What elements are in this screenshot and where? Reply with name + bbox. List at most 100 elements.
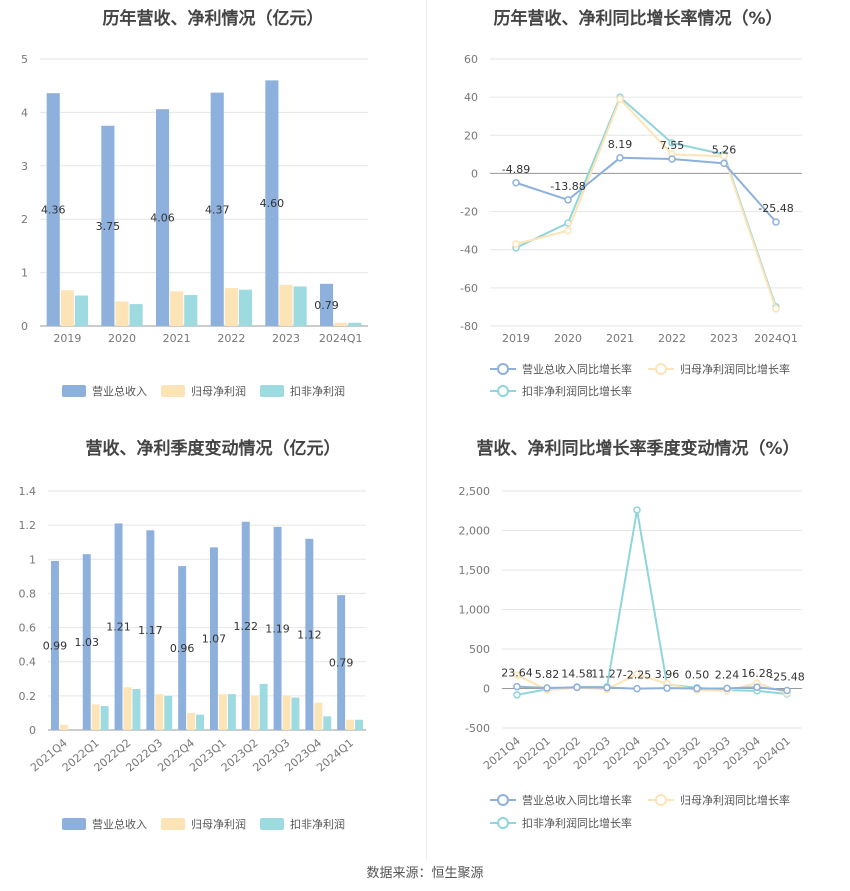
point-0-2021 <box>616 154 624 162</box>
legend-revenue-growth-q: 营业总收入同比增长率 <box>522 794 632 807</box>
bar-2-2020 <box>129 304 143 326</box>
quarter-line-legend-row1: 营业总收入同比增长率 归母净利润同比增长率 <box>490 792 790 808</box>
bar-value-label: 1.19 <box>265 622 290 635</box>
point-1-2021 <box>616 95 624 103</box>
point-1-2020 <box>564 226 572 235</box>
y-tick-label: -500 <box>465 722 490 735</box>
bar-2-2024Q1 <box>355 719 364 730</box>
quarter-line-title: 营收、净利同比增长率季度变动情况（%） <box>476 439 800 459</box>
quarter-revenue-profit-panel: 营收、净利季度变动情况（亿元） 0 0.2 0.4 0.6 0.8 1 1.2 1.4 2021… <box>0 430 426 850</box>
bar-1-2023Q2 <box>250 695 259 730</box>
x-tick-label: 2022 <box>658 332 686 345</box>
bar-1-2022Q1 <box>91 704 100 730</box>
bar-1-2023 <box>279 284 293 326</box>
bar-1-2024Q1 <box>334 322 348 326</box>
bar-0-2022Q4 <box>178 566 187 730</box>
legend-parent-growth: 归母净利润同比增长率 <box>680 363 790 376</box>
bar-2-2023 <box>293 286 307 326</box>
annual-line-chart: -80 -60 -40 -20 0 20 40 60 2019 2020 2021 2022 2023 2… <box>460 53 802 345</box>
point-0-2019 <box>512 179 520 187</box>
legend-swatch-parent-profit <box>161 385 185 397</box>
point-1-2022Q4 <box>633 670 641 679</box>
annual-revenue-profit-panel: 历年营收、净利情况（亿元） 0 1 2 3 4 5 2019 2020 2021 2022 2023… <box>0 0 426 420</box>
y-tick-label: 60 <box>464 53 478 66</box>
bar-value-label: 1.03 <box>75 636 100 649</box>
bar-2-2023Q2 <box>259 683 268 730</box>
bar-value-label: 1.07 <box>202 633 227 646</box>
x-tick-label: 2022 <box>217 332 245 345</box>
point-0-2024Q1 <box>772 218 780 226</box>
point-0-2024Q1 <box>783 686 791 695</box>
legend-revenue-q: 营业总收入 <box>92 818 147 831</box>
x-tick-label: 2021 <box>163 332 191 345</box>
bar-1-2021Q4 <box>59 724 68 730</box>
quarter-line-chart: -50005001,0001,5002,0002,5002021Q42022Q1… <box>459 485 805 772</box>
bar-1-2023Q4 <box>314 702 323 730</box>
bar-value-label: 0.96 <box>170 642 195 655</box>
y-tick-label: 2,000 <box>459 525 491 538</box>
point-value-label: 23.64 <box>501 667 533 680</box>
y-tick-label: 0.6 <box>19 622 37 635</box>
bar-1-2023Q3 <box>282 695 291 730</box>
bar-2-2021 <box>184 295 198 326</box>
x-tick-label: 2021 <box>606 332 634 345</box>
series-line-0 <box>515 156 777 223</box>
legend-deducted-growth: 扣非净利润同比增长率 <box>522 385 632 398</box>
bar-2-2023Q1 <box>227 694 236 730</box>
y-tick-label: 1,000 <box>459 604 491 617</box>
legend-deducted-profit: 扣非净利润 <box>290 385 345 398</box>
point-value-label: 7.55 <box>660 139 685 152</box>
bar-0-2023Q4 <box>305 538 314 730</box>
legend-swatch-revenue-q <box>62 818 86 830</box>
point-value-label: -25.48 <box>758 202 793 215</box>
quarter-bar-title: 营收、净利季度变动情况（亿元） <box>85 439 341 459</box>
bar-value-label: 4.06 <box>150 212 175 225</box>
legend-line-parent-growth <box>648 363 674 375</box>
point-0-2022 <box>668 155 676 163</box>
bar-value-label: 0.79 <box>314 299 339 312</box>
legend-parent-growth-q: 归母净利润同比增长率 <box>680 794 790 807</box>
bar-2-2022Q1 <box>100 706 109 730</box>
point-value-label: -4.89 <box>502 163 530 176</box>
point-value-label: 3.96 <box>655 668 680 681</box>
bar-1-2022 <box>224 288 238 326</box>
y-tick-label: 0.4 <box>19 656 37 669</box>
point-value-label: 5.82 <box>535 668 560 681</box>
point-0-2022Q3 <box>603 683 611 692</box>
bar-2-2023Q4 <box>323 716 332 730</box>
y-tick-label: 500 <box>469 643 490 656</box>
legend-swatch-deducted-profit <box>260 385 284 397</box>
point-0-2023Q4 <box>753 683 761 691</box>
point-1-2024Q1 <box>772 305 780 313</box>
legend-revenue-growth: 营业总收入同比增长率 <box>522 363 632 376</box>
x-tick-label: 2020 <box>554 332 582 345</box>
y-tick-label: 0.8 <box>19 587 37 600</box>
point-2-2022 <box>668 139 676 147</box>
bar-0-2022 <box>210 92 224 326</box>
bar-1-2021 <box>170 291 184 326</box>
y-tick-label: 1 <box>29 553 36 566</box>
y-tick-label: 4 <box>21 106 28 119</box>
annual-bar-title: 历年营收、净利情况（亿元） <box>102 9 324 29</box>
legend-line-parent-growth-q <box>648 794 674 806</box>
annual-line-legend-row2: 扣非净利润同比增长率 <box>490 383 632 399</box>
bar-0-2024Q1 <box>337 595 346 730</box>
y-tick-label: 0 <box>29 724 36 737</box>
data-source: 数据来源：恒生聚源 <box>366 866 484 881</box>
y-tick-label: 0 <box>471 167 478 180</box>
legend-swatch-deducted-profit-q <box>260 818 284 830</box>
point-value-label: -13.88 <box>550 180 585 193</box>
point-value-label: -2.25 <box>623 669 651 682</box>
bar-0-2022Q2 <box>114 523 123 730</box>
legend-deducted-profit-q: 扣非净利润 <box>290 818 345 831</box>
panel-divider <box>426 0 427 860</box>
y-tick-label: 2 <box>21 213 28 226</box>
bar-1-2020 <box>115 301 129 326</box>
annual-line-title: 历年营收、净利同比增长率情况（%） <box>493 9 783 29</box>
bar-2-2024Q1 <box>348 322 362 326</box>
y-tick-label: 5 <box>21 53 28 66</box>
point-value-label: 5.26 <box>712 143 737 156</box>
bar-1-2019 <box>60 290 74 326</box>
bar-0-2024Q1 <box>319 283 334 326</box>
legend-line-revenue-growth-q <box>490 794 516 806</box>
